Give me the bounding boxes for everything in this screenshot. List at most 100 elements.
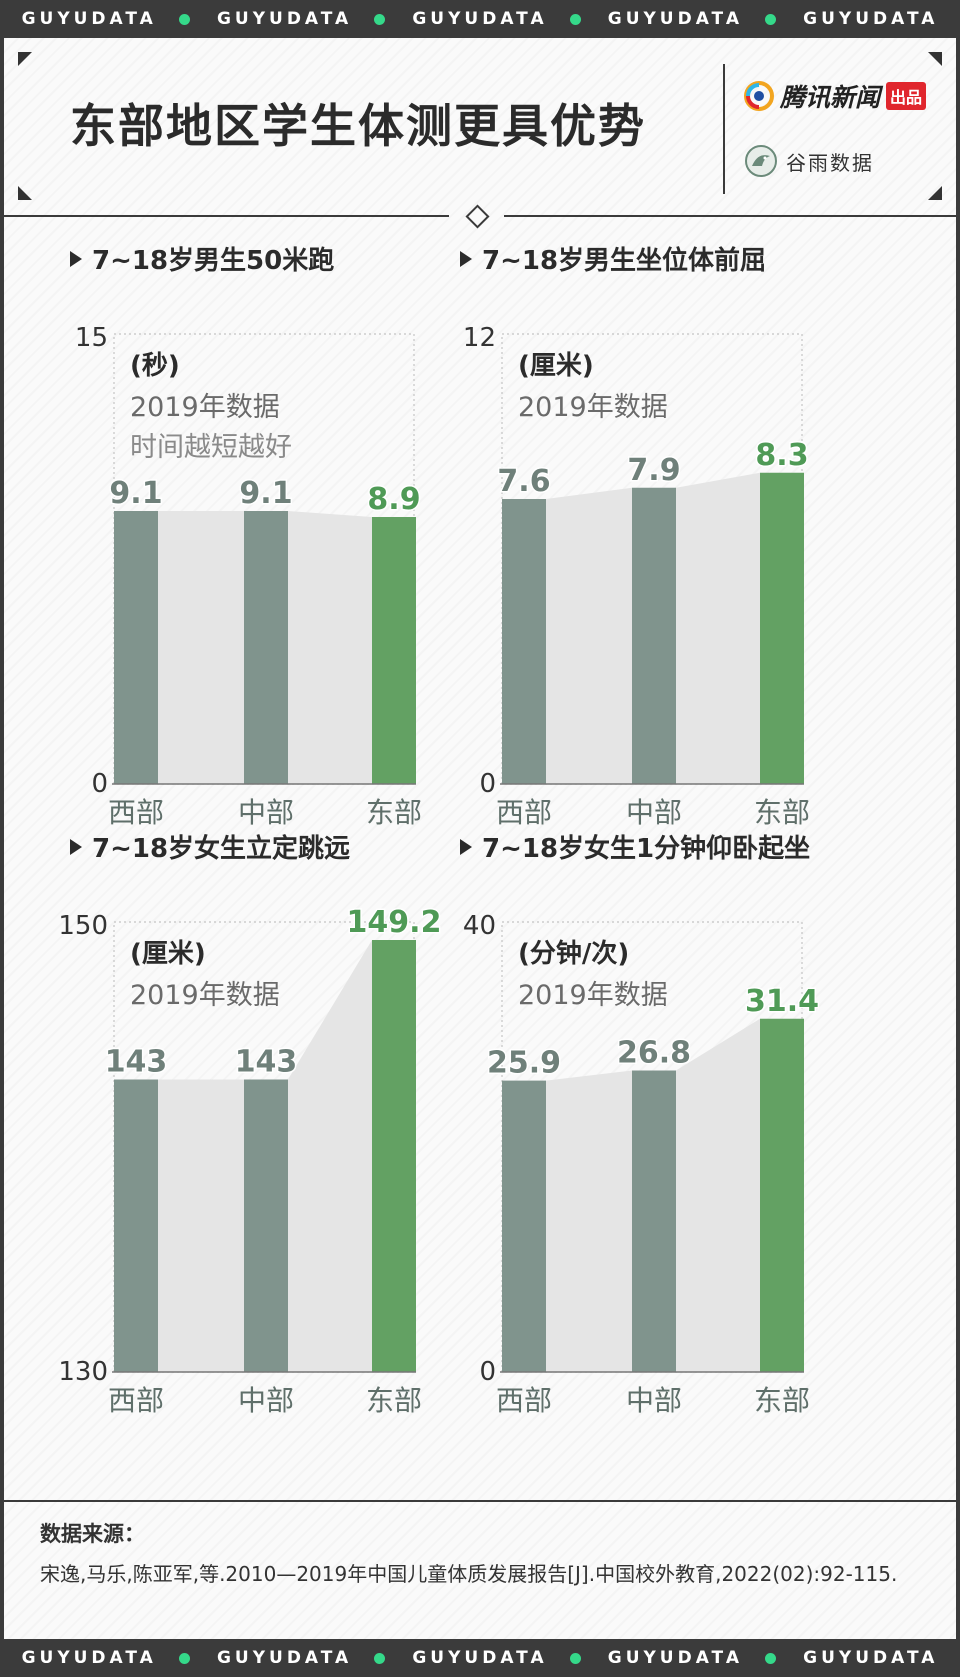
bar-2 [244, 511, 288, 784]
chart-title-4: 7~18岁女生1分钟仰卧起坐 [460, 828, 810, 865]
subtitle-label: 2019年数据 [518, 980, 668, 1011]
category-label-1: 西部 [108, 1384, 164, 1417]
source-divider [4, 1500, 956, 1502]
y-tick-min: 0 [479, 769, 496, 799]
tencent-news-logo: 腾讯新闻 出品 [744, 78, 927, 114]
dot-icon [765, 1652, 776, 1664]
category-label-1: 西部 [108, 796, 164, 829]
chart-title-3: 7~18岁女生立定跳远 [70, 828, 350, 865]
y-tick-max: 150 [58, 911, 108, 941]
corner-mark [928, 186, 942, 200]
band-text: GUYUDATA [216, 1648, 353, 1668]
triangle-icon [70, 838, 82, 855]
band-text: GUYUDATA [803, 1648, 939, 1668]
y-tick-max: 15 [75, 323, 108, 353]
unit-label: (分钟/次) [518, 938, 629, 969]
unit-label: (厘米) [518, 351, 594, 381]
y-tick-max: 12 [463, 323, 496, 353]
dot-icon [569, 1652, 581, 1664]
triangle-icon [70, 250, 82, 267]
section-divider [504, 215, 956, 217]
data-label-1: 25.9 [487, 1046, 561, 1081]
data-label-2: 7.9 [627, 453, 680, 488]
category-label-2: 中部 [626, 796, 682, 829]
guyu-data-text: 谷雨数据 [786, 150, 874, 175]
category-label-1: 西部 [496, 796, 552, 829]
data-label-1: 143 [105, 1045, 168, 1080]
data-label-3: 149.2 [347, 905, 442, 940]
bar-2 [632, 1070, 676, 1372]
diamond-icon [465, 204, 490, 229]
band-text: GUYUDATA [216, 9, 353, 29]
bar-3 [372, 517, 416, 784]
subtitle-label: 2019年数据 [518, 392, 668, 423]
source-text: 宋逸,马乐,陈亚军,等.2010—2019年中国儿童体质发展报告[J].中国校外… [40, 1562, 898, 1586]
band-text: GUYUDATA [412, 9, 548, 29]
band-text: GUYUDATA [21, 1648, 157, 1668]
section-divider [4, 215, 449, 217]
tencent-news-badge: 出品 [886, 82, 927, 110]
y-tick-min: 0 [479, 1357, 496, 1387]
corner-mark [18, 52, 32, 66]
infographic-card: 东部地区学生体测更具优势 腾讯新闻 出品 谷雨数据 7~18岁男生50米跑 7~… [4, 38, 956, 1639]
chart-title-text: 7~18岁男生坐位体前屈 [482, 246, 767, 276]
dot-icon [765, 13, 776, 25]
subtitle-label: 2019年数据 [130, 980, 280, 1011]
chart-title-text: 7~18岁男生50米跑 [92, 246, 335, 276]
data-label-1: 7.6 [497, 464, 550, 499]
bar-chart-sit-and-reach: 7.6 7.9 8.3 12 0西部 中部 东部 (厘米) 2019年数据 [463, 323, 810, 829]
dot-icon [569, 13, 581, 25]
data-label-2: 26.8 [617, 1036, 691, 1071]
y-tick-min: 130 [58, 1357, 108, 1387]
data-label-2: 143 [235, 1045, 298, 1080]
bar-3 [372, 940, 416, 1372]
band-text: GUYUDATA [607, 9, 743, 29]
top-band: GUYUDATA GUYUDATA GUYUDATA GUYUDATA GUYU… [0, 0, 960, 38]
y-tick-max: 40 [463, 911, 496, 941]
category-label-3: 东部 [754, 1384, 810, 1417]
unit-label: (秒) [130, 351, 180, 381]
dot-icon [178, 1652, 190, 1664]
header-divider [723, 64, 725, 194]
triangle-icon [460, 838, 472, 855]
tencent-news-icon [744, 81, 774, 111]
data-label-2: 9.1 [239, 476, 292, 511]
bar-3 [760, 1018, 804, 1372]
category-label-3: 东部 [754, 796, 810, 829]
chart-title-1: 7~18岁男生50米跑 [70, 240, 334, 277]
data-label-1: 9.1 [109, 476, 162, 511]
guyu-data-logo: 谷雨数据 [744, 144, 874, 178]
unit-label: (厘米) [130, 939, 206, 969]
band-text: GUYUDATA [412, 1648, 548, 1668]
triangle-icon [460, 250, 472, 267]
corner-mark [18, 186, 32, 200]
page-title: 东部地区学生体测更具优势 [70, 99, 646, 153]
bar-chart-sit-ups: 25.9 26.8 31.4 40 0西部 中部 东部 (分钟/次) 2019年数据 [463, 911, 821, 1417]
chart-title-2: 7~18岁男生坐位体前屈 [460, 240, 766, 277]
bar-2 [244, 1079, 288, 1372]
data-label-3: 8.9 [367, 482, 420, 517]
chart-title-text: 7~18岁女生立定跳远 [92, 834, 351, 864]
band-text: GUYUDATA [607, 1648, 743, 1668]
data-label-3: 8.3 [755, 438, 808, 473]
band-text: GUYUDATA [21, 9, 157, 29]
category-label-2: 中部 [238, 796, 294, 829]
tencent-news-text: 腾讯新闻 [780, 83, 881, 112]
category-label-2: 中部 [238, 1384, 294, 1417]
category-label-3: 东部 [366, 1384, 422, 1417]
bar-1 [114, 511, 158, 784]
dot-icon [178, 13, 190, 25]
source-label: 数据来源： [40, 1522, 145, 1546]
data-label-3: 31.4 [745, 984, 819, 1019]
bar-1 [114, 1079, 158, 1372]
corner-mark [928, 52, 942, 66]
bar-2 [632, 487, 676, 784]
band-text: GUYUDATA [803, 9, 939, 29]
dot-icon [374, 1652, 386, 1664]
bird-icon [745, 145, 777, 177]
category-label-3: 东部 [366, 796, 422, 829]
bar-1 [502, 499, 546, 784]
note-label: 时间越短越好 [130, 432, 292, 463]
